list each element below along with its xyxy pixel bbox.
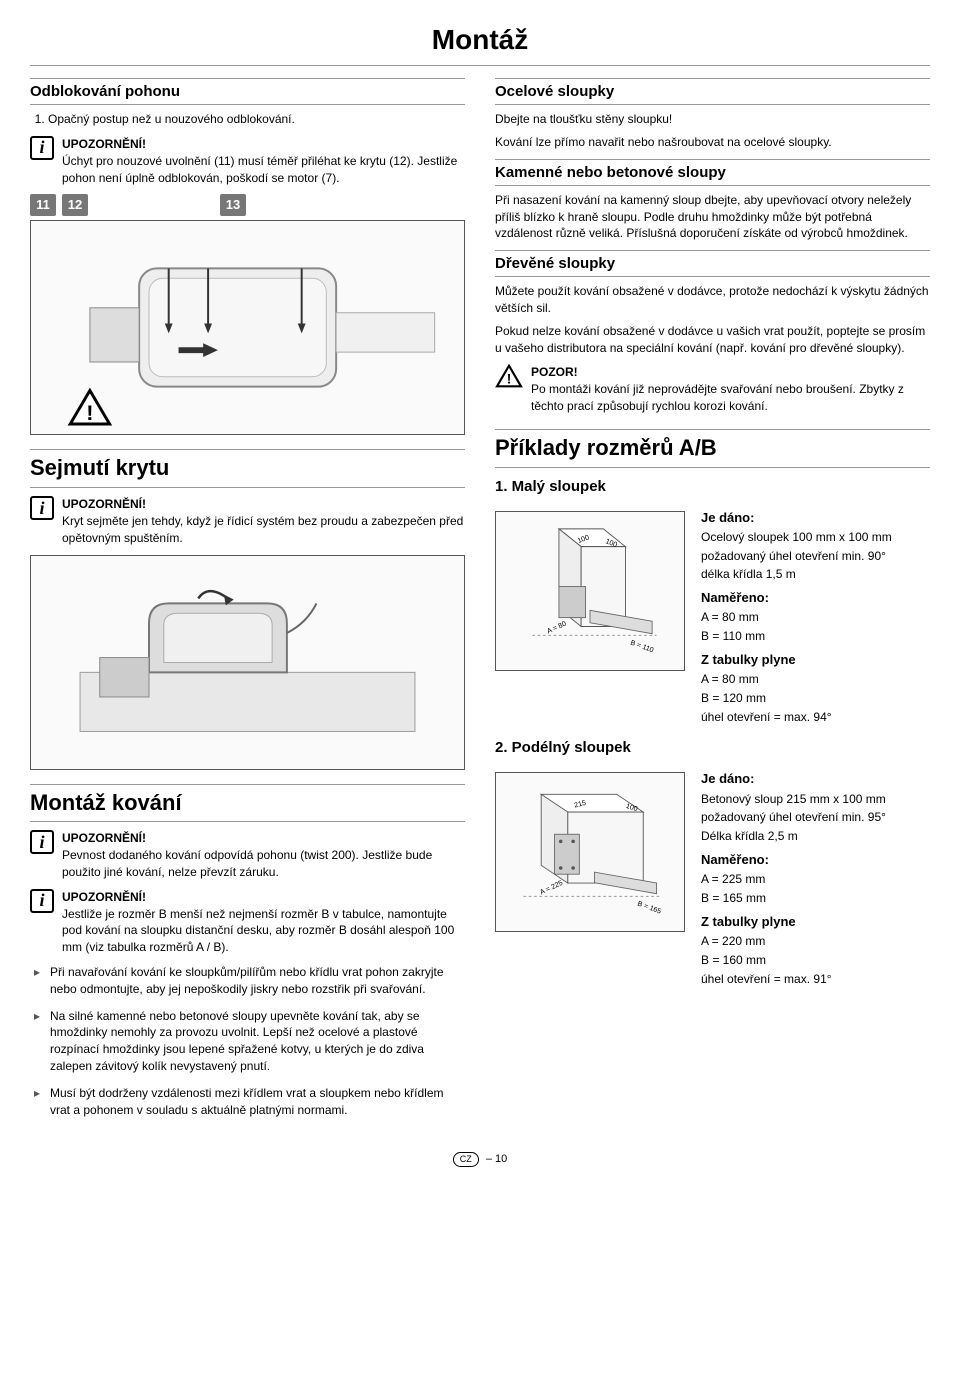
warn-body: Po montáži kování již neprovádějte svařo…	[531, 381, 930, 415]
two-column-layout: Odblokování pohonu Opačný postup než u n…	[30, 70, 930, 1128]
heading-examples: Příklady rozměrů A/B	[495, 429, 930, 468]
notice-body: Jestliže je rozměr B menší než nejmenší …	[62, 906, 465, 956]
ex1-table-1: A = 80 mm	[701, 671, 930, 688]
ex1-given-3: délka křídla 1,5 m	[701, 566, 930, 583]
wood-p1: Můžete použít kování obsažené v dodávce,…	[495, 283, 930, 317]
ex2-given-h: Je dáno:	[701, 770, 930, 788]
warn-title: POZOR!	[531, 364, 930, 381]
right-column: Ocelové sloupky Dbejte na tloušťku stěny…	[495, 70, 930, 1128]
ex1-table-2: B = 120 mm	[701, 690, 930, 707]
left-column: Odblokování pohonu Opačný postup než u n…	[30, 70, 465, 1128]
notice-title: UPOZORNĚNÍ!	[62, 830, 465, 847]
callout-11: 11	[30, 194, 56, 216]
ex2-table-1: A = 220 mm	[701, 933, 930, 950]
callout-13: 13	[220, 194, 246, 216]
notice-body: Úchyt pro nouzové uvolnění (11) musí tém…	[62, 153, 465, 187]
notice-mount-2: i UPOZORNĚNÍ! Jestliže je rozměr B menší…	[30, 889, 465, 956]
example1-title: 1. Malý sloupek	[495, 476, 930, 497]
bullet-2: Na silné kamenné nebo betonové sloupy up…	[34, 1008, 465, 1075]
example2-title: 2. Podélný sloupek	[495, 737, 930, 758]
page-title: Montáž	[30, 20, 930, 66]
info-icon: i	[30, 889, 54, 913]
unlock-step-1: Opačný postup než u nouzového odblokován…	[48, 111, 465, 128]
ex1-given-2: požadovaný úhel otevření min. 90°	[701, 548, 930, 565]
svg-text:B = 165: B = 165	[636, 900, 662, 916]
ex1-given-h: Je dáno:	[701, 509, 930, 527]
ex1-meas-2: B = 110 mm	[701, 628, 930, 645]
notice-mount-1: i UPOZORNĚNÍ! Pevnost dodaného kování od…	[30, 830, 465, 880]
figure-remove-cover	[30, 555, 465, 770]
page-footer: CZ – 10	[30, 1152, 930, 1167]
heading-cover: Sejmutí krytu	[30, 449, 465, 488]
example2-figure: 215 100 A = 225 B = 165	[495, 764, 685, 940]
footer-page: – 10	[486, 1153, 507, 1165]
svg-text:!: !	[507, 372, 512, 387]
mount-bullets: Při navařování kování ke sloupkům/pilířů…	[34, 964, 465, 1118]
wood-p2: Pokud nelze kování obsažené v dodávce u …	[495, 323, 930, 357]
unlock-steps: Opačný postup než u nouzového odblokován…	[48, 111, 465, 128]
bullet-1: Při navařování kování ke sloupkům/pilířů…	[34, 964, 465, 998]
notice-title: UPOZORNĚNÍ!	[62, 889, 465, 906]
figure-unlock-mechanism: !	[30, 220, 465, 435]
info-icon: i	[30, 830, 54, 854]
heading-wood: Dřevěné sloupky	[495, 250, 930, 277]
figure-callout-row: 11 12 13	[30, 194, 465, 216]
heading-steel: Ocelové sloupky	[495, 78, 930, 105]
steel-p1: Dbejte na tloušťku stěny sloupku!	[495, 111, 930, 128]
ex1-meas-1: A = 80 mm	[701, 609, 930, 626]
example1-figure: 100 100 A = 80 B = 110	[495, 503, 685, 679]
bullet-3: Musí být dodrženy vzdálenosti mezi křídl…	[34, 1085, 465, 1119]
ex2-table-2: B = 160 mm	[701, 952, 930, 969]
ex1-meas-h: Naměřeno:	[701, 589, 930, 607]
svg-text:B = 110: B = 110	[629, 638, 654, 654]
example2-row: 215 100 A = 225 B = 165 Je dáno: Betonov…	[495, 764, 930, 989]
ex1-table-h: Z tabulky plyne	[701, 651, 930, 669]
example1-values: Je dáno: Ocelový sloupek 100 mm x 100 mm…	[701, 503, 930, 728]
heading-stone: Kamenné nebo betonové sloupy	[495, 159, 930, 186]
warning-corrosion: ! POZOR! Po montáži kování již neprovádě…	[495, 364, 930, 414]
notice-title: UPOZORNĚNÍ!	[62, 496, 465, 513]
ex2-given-1: Betonový sloup 215 mm x 100 mm	[701, 791, 930, 808]
stone-p: Při nasazení kování na kamenný sloup dbe…	[495, 192, 930, 242]
steel-p2: Kování lze přímo navařit nebo našroubova…	[495, 134, 930, 151]
notice-unlock: i UPOZORNĚNÍ! Úchyt pro nouzové uvolnění…	[30, 136, 465, 186]
svg-text:!: !	[86, 400, 93, 425]
ex2-given-3: Délka křídla 2,5 m	[701, 828, 930, 845]
ex1-table-3: úhel otevření = max. 94°	[701, 709, 930, 726]
svg-text:A = 225: A = 225	[539, 879, 564, 897]
example2-values: Je dáno: Betonový sloup 215 mm x 100 mm …	[701, 764, 930, 989]
notice-title: UPOZORNĚNÍ!	[62, 136, 465, 153]
ex2-meas-2: B = 165 mm	[701, 890, 930, 907]
ex2-table-3: úhel otevření = max. 91°	[701, 971, 930, 988]
notice-body: Pevnost dodaného kování odpovídá pohonu …	[62, 847, 465, 881]
example1-row: 100 100 A = 80 B = 110 Je dáno: Ocelový …	[495, 503, 930, 728]
ex2-table-h: Z tabulky plyne	[701, 913, 930, 931]
info-icon: i	[30, 496, 54, 520]
warning-triangle-icon: !	[495, 364, 523, 388]
heading-unlock: Odblokování pohonu	[30, 78, 465, 105]
ex1-given-1: Ocelový sloupek 100 mm x 100 mm	[701, 529, 930, 546]
ex2-meas-1: A = 225 mm	[701, 871, 930, 888]
callout-12: 12	[62, 194, 88, 216]
ex2-given-2: požadovaný úhel otevření min. 95°	[701, 809, 930, 826]
notice-body: Kryt sejměte jen tehdy, když je řídicí s…	[62, 513, 465, 547]
notice-cover: i UPOZORNĚNÍ! Kryt sejměte jen tehdy, kd…	[30, 496, 465, 546]
ex2-meas-h: Naměřeno:	[701, 851, 930, 869]
info-icon: i	[30, 136, 54, 160]
footer-lang: CZ	[453, 1152, 479, 1167]
heading-mount: Montáž kování	[30, 784, 465, 823]
svg-text:A = 80: A = 80	[546, 619, 568, 635]
